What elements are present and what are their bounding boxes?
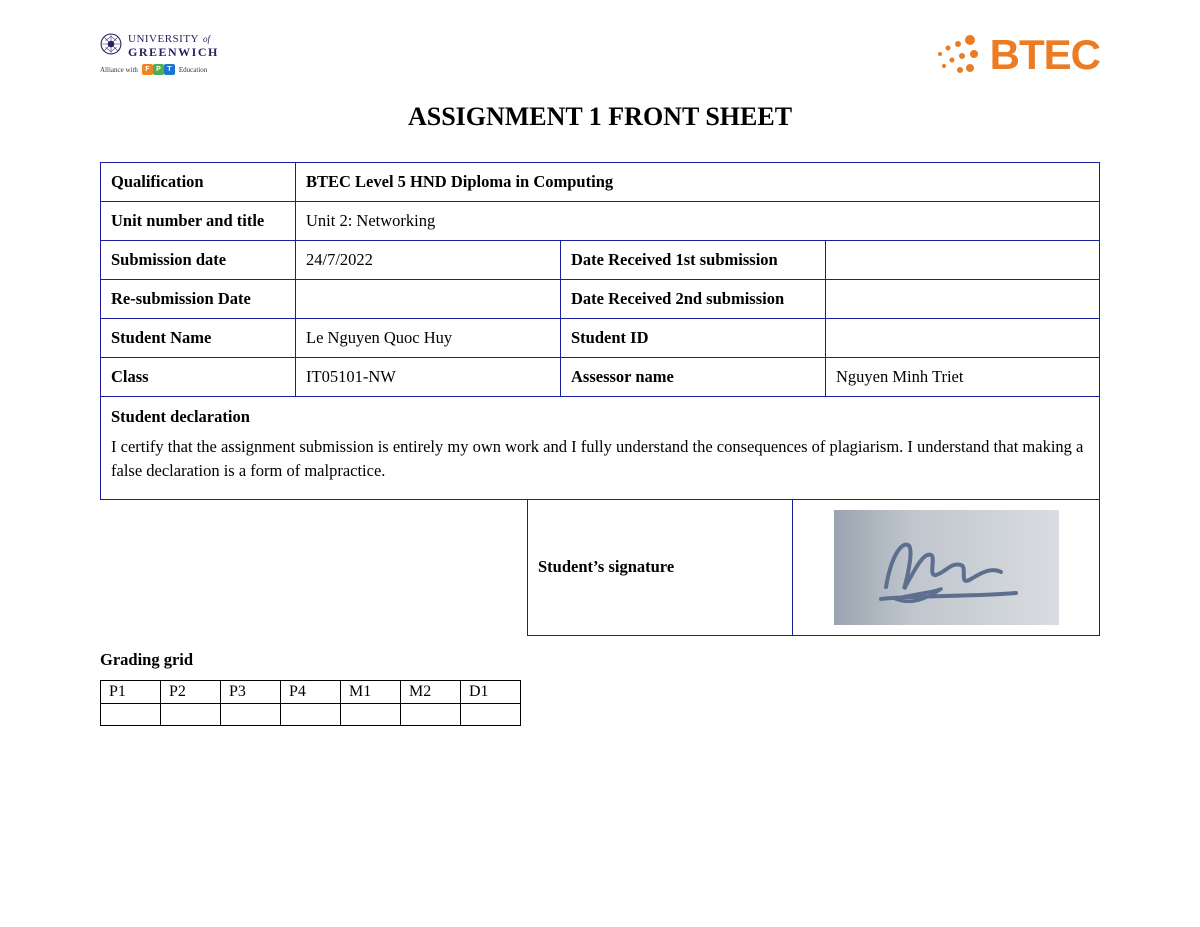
date1-label: Date Received 1st submission <box>561 241 826 280</box>
grading-cell <box>161 703 221 725</box>
sname-label: Student Name <box>101 319 296 358</box>
assessor-label: Assessor name <box>561 358 826 397</box>
alliance-pre: Alliance with <box>100 66 138 74</box>
declaration-cell: Student declaration I certify that the a… <box>101 397 1100 500</box>
btec-dots-icon <box>930 30 980 80</box>
greenwich-of: of <box>203 34 210 44</box>
grading-col: M1 <box>341 680 401 703</box>
grading-col: P4 <box>281 680 341 703</box>
row-submission: Submission date 24/7/2022 Date Received … <box>101 241 1100 280</box>
sid-label: Student ID <box>561 319 826 358</box>
resub-value <box>296 280 561 319</box>
grading-cell <box>221 703 281 725</box>
alliance-row: Alliance with F P T Education <box>100 64 219 75</box>
header: UNIVERSITY of GREENWICH Alliance with F … <box>100 30 1100 80</box>
unit-label: Unit number and title <box>101 202 296 241</box>
class-value: IT05101-NW <box>296 358 561 397</box>
grading-header-row: P1 P2 P3 P4 M1 M2 D1 <box>101 680 521 703</box>
submission-label: Submission date <box>101 241 296 280</box>
page-title: ASSIGNMENT 1 FRONT SHEET <box>100 102 1100 132</box>
signature-svg-icon <box>846 517 1046 617</box>
btec-logo: BTEC <box>930 30 1100 80</box>
grading-value-row <box>101 703 521 725</box>
grading-cell <box>461 703 521 725</box>
sname-value: Le Nguyen Quoc Huy <box>296 319 561 358</box>
fpt-t: T <box>164 64 175 75</box>
main-table: Qualification BTEC Level 5 HND Diploma i… <box>100 162 1100 500</box>
btec-text: BTEC <box>990 31 1100 79</box>
fpt-f: F <box>142 64 153 75</box>
row-unit: Unit number and title Unit 2: Networking <box>101 202 1100 241</box>
fpt-logo: F P T <box>142 64 175 75</box>
date1-value <box>826 241 1100 280</box>
unit-value: Unit 2: Networking <box>296 202 1100 241</box>
fpt-p: P <box>153 64 164 75</box>
date2-label: Date Received 2nd submission <box>561 280 826 319</box>
greenwich-top: UNIVERSITY <box>128 33 199 45</box>
grading-head: Grading grid <box>100 650 1100 670</box>
signature-label: Student’s signature <box>528 499 793 635</box>
grading-col: M2 <box>401 680 461 703</box>
declaration-head: Student declaration <box>111 407 1089 427</box>
grading-cell <box>401 703 461 725</box>
grading-cell <box>341 703 401 725</box>
signature-table: Student’s signature <box>527 499 1100 636</box>
assessor-value: Nguyen Minh Triet <box>826 358 1100 397</box>
alliance-post: Education <box>179 66 207 74</box>
grading-cell <box>101 703 161 725</box>
greenwich-text: UNIVERSITY of GREENWICH <box>128 30 219 58</box>
greenwich-crest-icon <box>100 33 122 55</box>
grading-table: P1 P2 P3 P4 M1 M2 D1 <box>100 680 521 726</box>
grading-cell <box>281 703 341 725</box>
greenwich-bottom: GREENWICH <box>128 46 219 58</box>
grading-col: P3 <box>221 680 281 703</box>
qualification-value: BTEC Level 5 HND Diploma in Computing <box>296 163 1100 202</box>
row-declaration: Student declaration I certify that the a… <box>101 397 1100 500</box>
date2-value <box>826 280 1100 319</box>
page-root: UNIVERSITY of GREENWICH Alliance with F … <box>0 0 1200 756</box>
resub-label: Re-submission Date <box>101 280 296 319</box>
class-label: Class <box>101 358 296 397</box>
submission-value: 24/7/2022 <box>296 241 561 280</box>
grading-col: D1 <box>461 680 521 703</box>
row-resubmission: Re-submission Date Date Received 2nd sub… <box>101 280 1100 319</box>
signature-image <box>834 510 1059 625</box>
row-qualification: Qualification BTEC Level 5 HND Diploma i… <box>101 163 1100 202</box>
grading-col: P1 <box>101 680 161 703</box>
row-class: Class IT05101-NW Assessor name Nguyen Mi… <box>101 358 1100 397</box>
grading-col: P2 <box>161 680 221 703</box>
greenwich-logo: UNIVERSITY of GREENWICH <box>100 30 219 58</box>
row-student-name: Student Name Le Nguyen Quoc Huy Student … <box>101 319 1100 358</box>
sid-value <box>826 319 1100 358</box>
left-logo-block: UNIVERSITY of GREENWICH Alliance with F … <box>100 30 219 75</box>
declaration-body: I certify that the assignment submission… <box>111 435 1089 483</box>
qualification-label: Qualification <box>101 163 296 202</box>
signature-cell <box>793 499 1100 635</box>
